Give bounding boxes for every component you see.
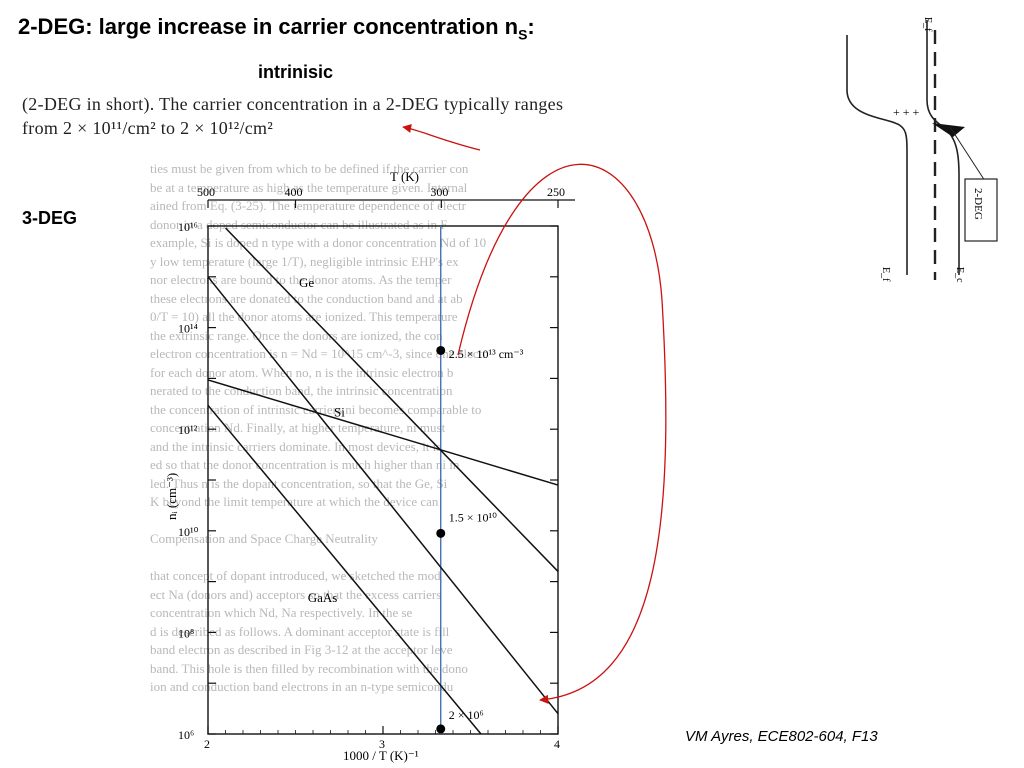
annotation-label: 1.5 × 10¹⁰ bbox=[449, 511, 497, 525]
scanned-background-line: y low temperature (large 1/T), negligibl… bbox=[150, 253, 459, 269]
scanned-background-line: concentration which Nd, Na respectively.… bbox=[150, 605, 413, 620]
callout-arrow-to-2e6 bbox=[457, 163, 667, 704]
intrinsic-label: intrinisic bbox=[258, 62, 334, 82]
scanned-text-excerpt: (2-DEG in short). The carrier concentrat… bbox=[22, 92, 807, 140]
top-axis-title: T (K) bbox=[390, 169, 419, 184]
scanned-background-line: donor in a doped semiconductor can be il… bbox=[150, 216, 448, 232]
scanned-background-line: ion and conduction band electrons in an … bbox=[150, 679, 454, 694]
two-deg-box bbox=[964, 178, 998, 242]
band-diagram: + + + 2-DEG E_f E_f E_c bbox=[846, 17, 998, 283]
annotation-dot bbox=[436, 724, 446, 734]
annotation-dot bbox=[436, 528, 446, 538]
two-deg-well-marker bbox=[932, 123, 965, 137]
series-label: GaAs bbox=[308, 590, 338, 605]
scanned-background-line: nerated to the conduction band, the intr… bbox=[150, 383, 453, 398]
scanned-background-line: d is described as follows. A dominant ac… bbox=[150, 623, 450, 639]
x-tick-label: 2 bbox=[204, 737, 210, 751]
slide-credit: VM Ayres, ECE802-604, F13 bbox=[685, 728, 878, 745]
scanned-background-line: electron concentration is n = Nd = 10^15… bbox=[150, 346, 487, 361]
top-tick-label: 400 bbox=[285, 185, 303, 199]
y-tick-label: 10⁸ bbox=[178, 626, 194, 640]
series-label: Ge bbox=[299, 275, 314, 290]
top-axis-ticks: 500 400 300 250 bbox=[197, 185, 565, 208]
scanned-background-line: ed so that the donor concentration is mu… bbox=[150, 457, 460, 472]
plus-signs: + + + bbox=[893, 105, 920, 119]
series-labels: Ge Si GaAs bbox=[299, 275, 345, 605]
y-tick-label: 10¹² bbox=[178, 423, 198, 437]
x-tick-label: 3 bbox=[379, 737, 385, 751]
y-tick-label: 10¹⁶ bbox=[178, 220, 198, 234]
scanned-text-line-1: (2-DEG in short). The carrier concentrat… bbox=[22, 94, 564, 114]
top-tick-label: 250 bbox=[547, 185, 565, 199]
series-label: Si bbox=[334, 405, 345, 420]
x-axis-ticks: 2 3 4 bbox=[204, 726, 560, 751]
top-tick-label: 300 bbox=[430, 185, 448, 199]
scanned-background-line: be at a temperature as high as the tempe… bbox=[150, 179, 468, 195]
x-tick-label: 4 bbox=[554, 737, 560, 751]
scanned-background-line: that concept of dopant introduced, we sk… bbox=[150, 568, 441, 583]
y-tick-label: 10¹⁰ bbox=[178, 525, 199, 539]
conduction-band-edge-left bbox=[846, 35, 908, 275]
y-axis-title: nᵢ (cm⁻³) bbox=[164, 473, 179, 520]
scanned-background-line: K beyond the limit temperature at which … bbox=[150, 494, 439, 509]
three-deg-label: 3-DEG bbox=[22, 208, 78, 228]
top-tick-label: 500 bbox=[197, 185, 215, 199]
scanned-background-line: the concentration of intrinsic carriers … bbox=[150, 401, 482, 417]
series-line-ge bbox=[224, 227, 559, 572]
scanned-background-line: led. Thus n is the dopant concentration,… bbox=[150, 475, 448, 491]
scanned-background-line: ties must be given from which to be defi… bbox=[150, 161, 469, 176]
plot-frame bbox=[207, 225, 559, 735]
band-left-label: E_f bbox=[880, 267, 891, 282]
scanned-text-line-2: from 2 × 10¹¹/cm² to 2 × 10¹²/cm² bbox=[22, 118, 274, 138]
annotation-dot bbox=[436, 345, 446, 355]
scanned-background-line: 0/T = 10) all the donor atoms are ionize… bbox=[150, 309, 458, 324]
scanned-background-line: for each donor atom. When no, n is the i… bbox=[150, 364, 454, 380]
title-main: 2-DEG: large increase in carrier concent… bbox=[18, 14, 519, 39]
scanned-background-line: band electron as described in Fig 3-12 a… bbox=[150, 642, 453, 657]
slide-title: 2-DEG: large increase in carrier concent… bbox=[18, 14, 535, 42]
scanned-background-text: ties must be given from which to be defi… bbox=[150, 160, 620, 760]
scanned-background-line: nor electrons are bound to the donor ato… bbox=[150, 272, 452, 287]
series-lines bbox=[207, 227, 559, 735]
x-axis-title: 1000 / T (K)⁻¹ bbox=[343, 748, 419, 763]
annotation-label: 2 × 10⁶ bbox=[449, 708, 484, 722]
top-temperature-axis: T (K) bbox=[208, 169, 575, 201]
annotations: 2.5 × 10¹³ cm⁻³ 1.5 × 10¹⁰ 2 × 10⁶ bbox=[436, 345, 524, 734]
scanned-background-line: ained from Eq. (3-25). The temperature d… bbox=[150, 198, 466, 213]
two-deg-pointer-line bbox=[949, 126, 986, 182]
title-tail: : bbox=[527, 14, 535, 39]
fermi-level-label: E_f bbox=[922, 17, 933, 32]
scanned-background-line: example, Si is doped n type with a donor… bbox=[150, 235, 487, 250]
callout-arrow-to-2deg-range bbox=[402, 123, 481, 151]
title-subscript: S bbox=[518, 26, 528, 43]
series-line-si bbox=[207, 379, 559, 486]
conduction-band-edge-right bbox=[926, 20, 960, 275]
y-tick-label: 10⁶ bbox=[178, 728, 194, 742]
y-axis-ticks: 10⁶ 10⁸ 10¹⁰ 10¹² 10¹⁴ 10¹⁶ bbox=[178, 220, 558, 742]
conduction-band-label: E_c bbox=[954, 267, 965, 283]
two-deg-box-label: 2-DEG bbox=[972, 188, 984, 220]
y-tick-label: 10¹⁴ bbox=[178, 322, 198, 336]
series-line-gaas bbox=[207, 404, 482, 735]
scanned-background-line: the extrinsic range. Once the donors are… bbox=[150, 327, 443, 343]
series-line-si bbox=[207, 276, 559, 715]
scanned-background-line: and the intrinsic carriers dominate. In … bbox=[150, 438, 442, 454]
annotation-label: 2.5 × 10¹³ cm⁻³ bbox=[449, 347, 524, 361]
scanned-background-line: band. This hole is then filled by recomb… bbox=[150, 660, 468, 676]
